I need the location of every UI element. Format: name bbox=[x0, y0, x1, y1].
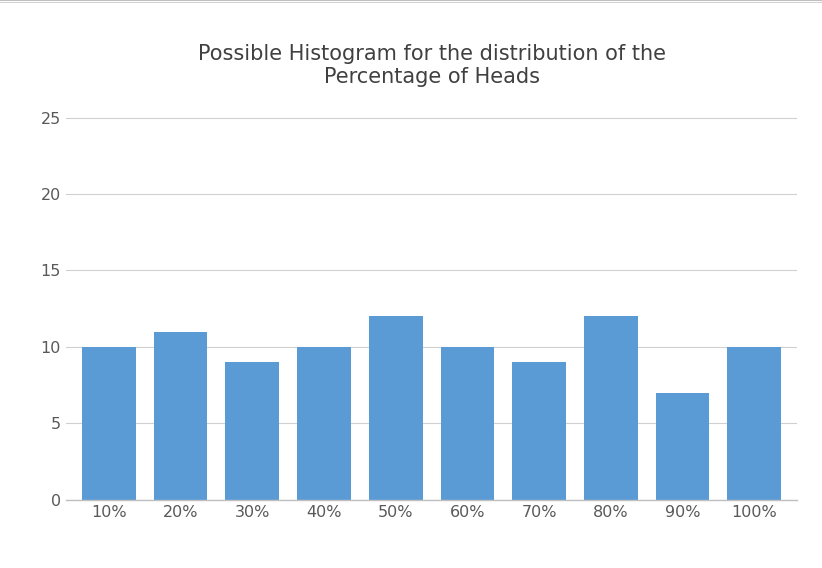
Bar bbox=[154, 332, 207, 500]
Title: Possible Histogram for the distribution of the
Percentage of Heads: Possible Histogram for the distribution … bbox=[197, 44, 666, 87]
Bar bbox=[82, 347, 136, 500]
Bar bbox=[369, 316, 423, 500]
Bar bbox=[727, 347, 781, 500]
Bar bbox=[512, 362, 566, 500]
Bar bbox=[656, 393, 709, 500]
Bar bbox=[297, 347, 351, 500]
Bar bbox=[225, 362, 279, 500]
Bar bbox=[441, 347, 494, 500]
Bar bbox=[584, 316, 638, 500]
